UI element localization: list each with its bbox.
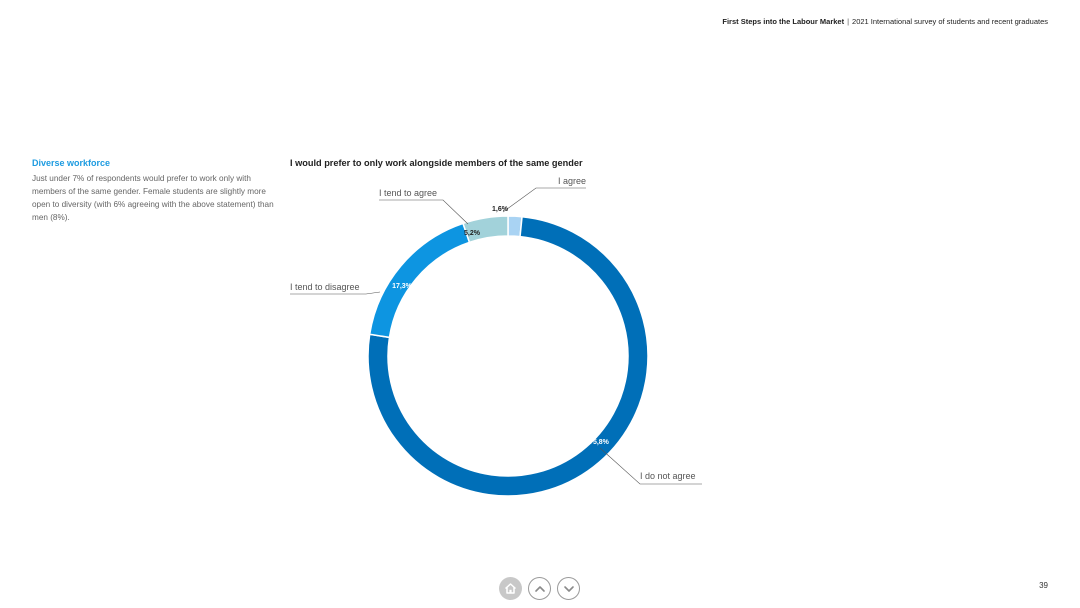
donut-slice-i-tend-to-disagree [368,222,471,339]
callout-line [599,447,702,485]
chevron-up-icon [534,585,545,592]
chevron-down-icon [563,585,574,592]
sidebar-body-text: Just under 7% of respondents would prefe… [32,174,274,222]
callout-line [290,291,381,295]
donut-slice-i-tend-to-agree [462,215,509,244]
callout-line [502,187,586,213]
header-separator: | [847,17,850,26]
sidebar-heading: Diverse workforce [32,158,111,168]
page-header: First Steps into the Labour Market | 2021 … [722,17,1048,26]
donut-slices [367,215,649,497]
previous-page-button[interactable] [528,577,551,600]
slice-category-label: I tend to disagree [290,282,360,292]
report-title: First Steps into the Labour Market [722,17,845,26]
home-icon [504,583,517,594]
page-number: 39 [1039,581,1048,590]
slice-value-label: 75,8% [589,439,610,446]
page-navigation [499,577,580,600]
slice-category-label: I agree [558,176,586,186]
slice-category-label: I do not agree [640,471,696,481]
report-subtitle: 2021 International survey of students an… [852,17,1048,26]
slice-value-label: 1,6% [492,206,509,213]
chart-title: I would prefer to only work alongside me… [290,158,583,168]
slice-value-label: 5,2% [464,230,481,237]
slice-category-label: I tend to agree [379,188,437,198]
home-button[interactable] [499,577,522,600]
callout-line [379,199,469,225]
donut-callouts: I agree 1,6% I do not agree 75,8% I tend to … [290,176,702,485]
slice-value-label: 17,3% [392,283,413,290]
donut-slice-i-do-not-agree [367,215,649,497]
next-page-button[interactable] [557,577,580,600]
